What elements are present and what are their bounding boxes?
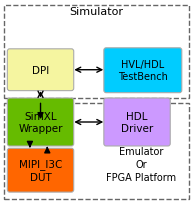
Bar bbox=[4, 6, 189, 99]
Text: Simulator: Simulator bbox=[69, 7, 124, 17]
FancyBboxPatch shape bbox=[7, 50, 74, 91]
FancyBboxPatch shape bbox=[7, 149, 74, 192]
Text: MIPI_I3C
DUT: MIPI_I3C DUT bbox=[19, 159, 62, 182]
Text: SimXL
Wrapper: SimXL Wrapper bbox=[18, 111, 63, 134]
FancyBboxPatch shape bbox=[104, 99, 170, 146]
FancyBboxPatch shape bbox=[7, 99, 74, 146]
Text: Emulator
Or
FPGA Platform: Emulator Or FPGA Platform bbox=[106, 146, 176, 182]
Text: HDL
Driver: HDL Driver bbox=[121, 111, 153, 134]
Bar bbox=[4, 103, 189, 199]
FancyBboxPatch shape bbox=[104, 49, 182, 93]
Text: DPI: DPI bbox=[32, 65, 49, 75]
Text: HVL/HDL
TestBench: HVL/HDL TestBench bbox=[118, 60, 168, 82]
